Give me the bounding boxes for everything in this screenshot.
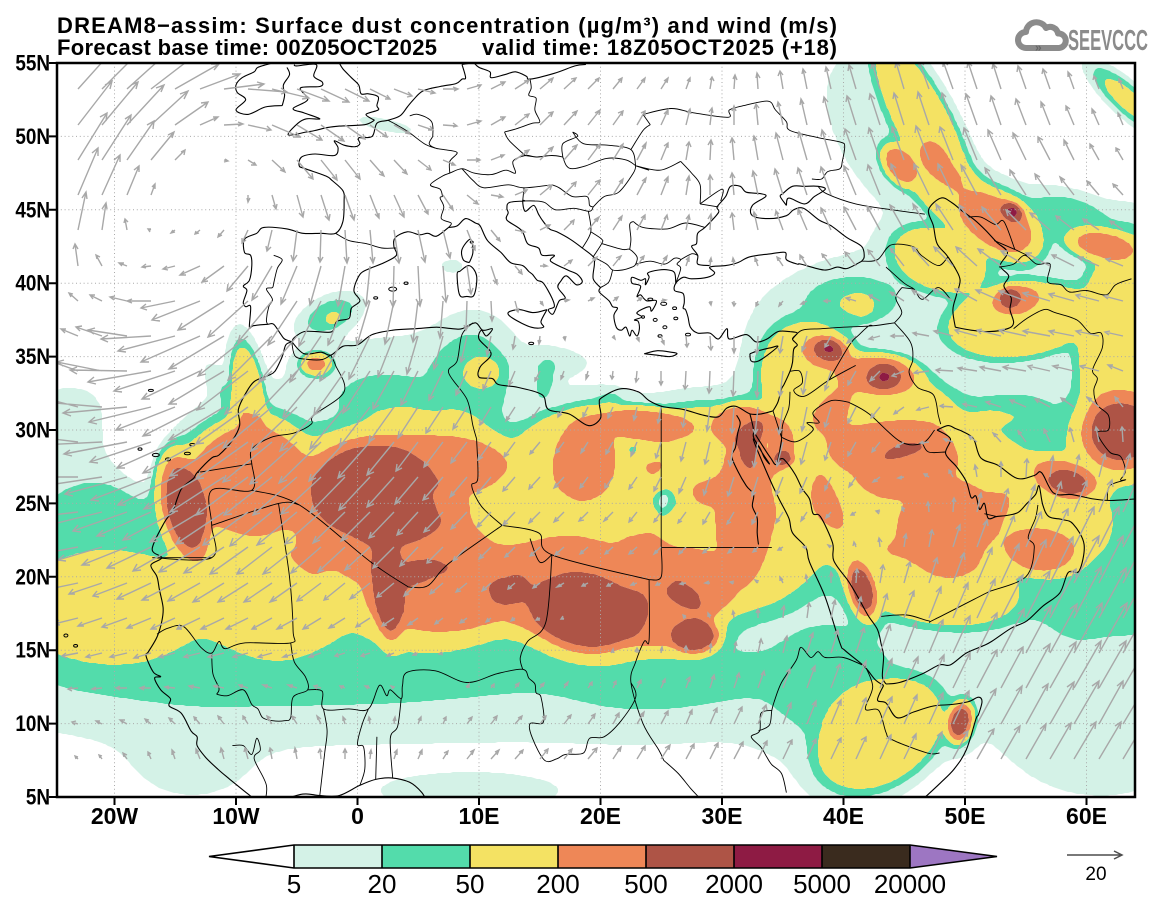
svg-text:20: 20 <box>1085 864 1106 885</box>
svg-text:35N: 35N <box>15 345 50 370</box>
svg-text:30E: 30E <box>702 803 743 829</box>
svg-text:25N: 25N <box>15 492 50 517</box>
svg-text:200: 200 <box>536 869 579 899</box>
svg-text:valid time: 18Z05OCT2025 (+18): valid time: 18Z05OCT2025 (+18) <box>482 35 837 60</box>
svg-text:30N: 30N <box>15 418 50 443</box>
svg-text:SEEVCCC: SEEVCCC <box>1068 25 1148 57</box>
svg-text:40E: 40E <box>823 803 864 829</box>
svg-text:15N: 15N <box>15 638 50 663</box>
svg-text:20000: 20000 <box>874 869 946 899</box>
svg-text:10N: 10N <box>15 712 50 737</box>
svg-text:5: 5 <box>287 869 301 899</box>
svg-text:2000: 2000 <box>705 869 763 899</box>
svg-text:»: » <box>1035 41 1042 55</box>
svg-text:20W: 20W <box>91 803 139 829</box>
svg-text:60E: 60E <box>1066 803 1107 829</box>
svg-text:55N: 55N <box>15 51 50 76</box>
svg-text:0: 0 <box>351 803 364 829</box>
svg-text:10E: 10E <box>459 803 500 829</box>
svg-text:500: 500 <box>624 869 667 899</box>
svg-text:Forecast base time: 00Z05OCT20: Forecast base time: 00Z05OCT2025 <box>57 35 437 60</box>
svg-text:DREAM8−assim: Surface dust con: DREAM8−assim: Surface dust concentration… <box>57 13 837 38</box>
svg-text:5N: 5N <box>26 785 50 810</box>
svg-text:50: 50 <box>456 869 485 899</box>
svg-text:45N: 45N <box>15 198 50 223</box>
svg-text:10W: 10W <box>212 803 260 829</box>
svg-text:50N: 50N <box>15 125 50 150</box>
svg-text:20E: 20E <box>580 803 621 829</box>
svg-text:5000: 5000 <box>793 869 851 899</box>
svg-text:40N: 40N <box>15 271 50 296</box>
svg-text:20N: 20N <box>15 565 50 590</box>
svg-text:20: 20 <box>368 869 397 899</box>
svg-text:50E: 50E <box>945 803 986 829</box>
